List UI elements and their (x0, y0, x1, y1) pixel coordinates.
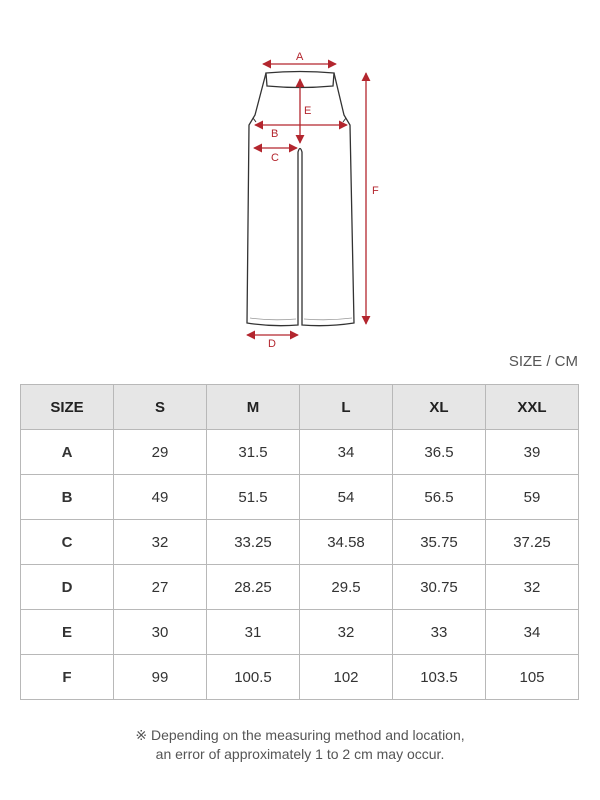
table-cell: 30 (113, 609, 207, 655)
dimension-arrows (246, 59, 371, 340)
header-s: S (113, 384, 207, 430)
table-cell: 32 (485, 564, 579, 610)
table-cell: 33.25 (206, 519, 300, 565)
table-cell: 32 (299, 609, 393, 655)
table-row: E 30 31 32 33 34 (20, 609, 579, 655)
pants-measurement-diagram: A E B C D F (246, 51, 379, 350)
table-cell: 30.75 (392, 564, 486, 610)
table-cell: 29.5 (299, 564, 393, 610)
table-cell: 105 (485, 654, 579, 700)
table-cell: 103.5 (392, 654, 486, 700)
pants-outline (246, 70, 355, 327)
table-cell: 102 (299, 654, 393, 700)
table-cell: 33 (392, 609, 486, 655)
table-cell: 59 (485, 474, 579, 520)
label-e: E (304, 105, 311, 117)
label-a: A (296, 51, 304, 63)
label-c: C (271, 152, 279, 164)
table-cell: 37.25 (485, 519, 579, 565)
table-cell: 34 (485, 609, 579, 655)
table-cell: 51.5 (206, 474, 300, 520)
table-cell: 29 (113, 429, 207, 475)
table-cell: 27 (113, 564, 207, 610)
table-row: B 49 51.5 54 56.5 59 (20, 474, 579, 520)
table-cell: 39 (485, 429, 579, 475)
row-label: E (20, 609, 114, 655)
header-xxl: XXL (485, 384, 579, 430)
row-label: D (20, 564, 114, 610)
table-cell: 32 (113, 519, 207, 565)
header-size: SIZE (20, 384, 114, 430)
unit-label: SIZE / CM (508, 353, 578, 370)
label-b: B (271, 128, 278, 140)
row-label: B (20, 474, 114, 520)
table-cell: 100.5 (206, 654, 300, 700)
table-cell: 34 (299, 429, 393, 475)
table-cell: 56.5 (392, 474, 486, 520)
measurement-note: ※ Depending on the measuring method and … (0, 726, 600, 764)
table-cell: 34.58 (299, 519, 393, 565)
header-m: M (206, 384, 300, 430)
note-line-1: ※ Depending on the measuring method and … (135, 727, 465, 743)
label-f: F (372, 185, 379, 197)
table-cell: 31 (206, 609, 300, 655)
row-label: A (20, 429, 114, 475)
table-row: A 29 31.5 34 36.5 39 (20, 429, 579, 475)
table-cell: 49 (113, 474, 207, 520)
table-cell: 36.5 (392, 429, 486, 475)
note-line-2: an error of approximately 1 to 2 cm may … (155, 746, 445, 762)
table-header-row: SIZE S M L XL XXL (20, 384, 579, 430)
table-cell: 35.75 (392, 519, 486, 565)
table-row: C 32 33.25 34.58 35.75 37.25 (20, 519, 579, 565)
table-cell: 28.25 (206, 564, 300, 610)
table-cell: 99 (113, 654, 207, 700)
table-cell: 31.5 (206, 429, 300, 475)
table-cell: 54 (299, 474, 393, 520)
row-label: F (20, 654, 114, 700)
label-d: D (268, 338, 276, 350)
table-row: F 99 100.5 102 103.5 105 (20, 654, 579, 700)
header-l: L (299, 384, 393, 430)
row-label: C (20, 519, 114, 565)
header-xl: XL (392, 384, 486, 430)
table-row: D 27 28.25 29.5 30.75 32 (20, 564, 579, 610)
size-chart-table: SIZE S M L XL XXL A 29 31.5 34 36.5 39 B 49 51.5… (20, 384, 579, 700)
